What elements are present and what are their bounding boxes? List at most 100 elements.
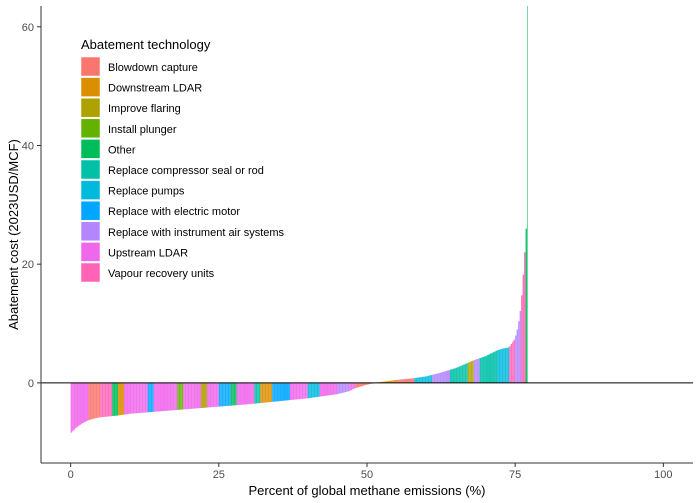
cost-bar	[248, 382, 250, 405]
cost-bar	[412, 378, 415, 383]
cost-bar	[495, 350, 498, 383]
cost-bar	[269, 382, 271, 403]
cost-bar	[338, 382, 341, 394]
cost-bar	[183, 382, 185, 410]
cost-bar	[175, 382, 178, 410]
cost-bar	[409, 378, 412, 383]
cost-bar	[221, 382, 224, 407]
cost-bar	[353, 382, 356, 389]
cost-bar	[452, 368, 455, 383]
cost-bar	[215, 382, 218, 407]
cost-bar	[447, 370, 449, 383]
cost-bar	[346, 382, 348, 392]
cost-bar	[174, 382, 176, 411]
cost-bar	[448, 370, 450, 383]
cost-bar	[316, 382, 319, 397]
cost-bar	[181, 382, 184, 410]
cost-bar	[230, 382, 233, 406]
cost-bar	[263, 382, 265, 403]
cost-bar	[318, 382, 320, 397]
cost-bar	[481, 357, 483, 383]
cost-bar	[427, 375, 430, 383]
legend: Abatement technology Blowdown capture Dow…	[80, 37, 285, 283]
legend-swatch	[80, 56, 101, 77]
cost-bar	[381, 381, 384, 383]
cost-bar	[507, 347, 510, 383]
cost-bar	[285, 382, 287, 401]
cost-bar	[298, 382, 301, 400]
cost-bar	[281, 382, 283, 401]
cost-bar	[85, 382, 87, 422]
cost-bar	[510, 343, 513, 383]
cost-bar	[365, 382, 367, 385]
cost-bar	[178, 382, 181, 410]
cost-bar	[186, 382, 188, 410]
cost-bar	[218, 382, 221, 407]
cost-bar	[233, 382, 236, 406]
cost-bar	[81, 382, 83, 424]
legend-swatch	[80, 97, 101, 118]
cost-bar	[224, 382, 227, 407]
cost-bar	[455, 367, 458, 383]
cost-bar	[101, 382, 104, 418]
cost-bar	[92, 382, 95, 419]
cost-bar	[135, 382, 138, 414]
x-tick-label: 100	[654, 469, 672, 481]
cost-bar	[129, 382, 132, 414]
legend-title: Abatement technology	[81, 37, 211, 52]
cost-bar	[464, 363, 467, 383]
cost-bar	[332, 382, 335, 395]
cost-bar	[206, 382, 209, 408]
legend-label: Blowdown capture	[108, 62, 198, 74]
cost-bar	[451, 369, 453, 383]
legend-label: Other	[108, 144, 136, 156]
cost-bar	[401, 379, 403, 383]
cost-bar	[109, 382, 111, 417]
cost-bar	[463, 364, 465, 383]
cost-bar	[227, 382, 230, 406]
cost-bar	[485, 355, 488, 383]
cost-bar	[436, 373, 439, 383]
cost-bar	[487, 355, 489, 383]
cost-bar	[407, 378, 409, 383]
cost-bar	[359, 382, 362, 387]
cost-bar	[341, 382, 344, 393]
cost-bar	[78, 382, 80, 426]
cost-bar	[398, 379, 400, 383]
cost-bar	[121, 382, 123, 415]
cost-bar	[95, 382, 98, 419]
y-tick-label: 0	[28, 378, 34, 390]
cost-bar	[343, 382, 345, 393]
legend-label: Improve flaring	[108, 103, 181, 115]
cost-bar	[134, 382, 136, 414]
cost-bar	[190, 382, 193, 409]
cost-bar	[469, 361, 471, 383]
cost-bar	[484, 356, 486, 383]
cost-bar	[307, 382, 310, 399]
cost-bar	[466, 363, 468, 383]
cost-bar	[503, 348, 505, 383]
cost-bar	[322, 382, 325, 397]
cost-bar	[251, 382, 253, 404]
cost-bar	[239, 382, 242, 405]
cost-bar	[310, 382, 313, 398]
legend-label: Replace compressor seal or rod	[108, 165, 264, 177]
cost-bar	[329, 382, 332, 396]
cost-bar	[420, 377, 422, 383]
cost-bar	[515, 335, 517, 383]
cost-bar	[284, 382, 286, 401]
cost-bar	[169, 382, 172, 411]
cost-bar	[355, 382, 357, 388]
cost-bar	[445, 370, 448, 383]
cost-bar	[389, 380, 391, 383]
cost-bar	[279, 382, 282, 402]
cost-bar	[158, 382, 160, 412]
cost-bar	[319, 382, 322, 397]
cost-bar	[350, 382, 353, 391]
legend-label: Replace pumps	[108, 186, 185, 198]
cost-bar	[272, 382, 274, 402]
cost-bar	[509, 346, 511, 383]
cost-bar	[236, 382, 239, 406]
cost-bar	[187, 382, 190, 410]
cost-bar	[361, 382, 363, 387]
